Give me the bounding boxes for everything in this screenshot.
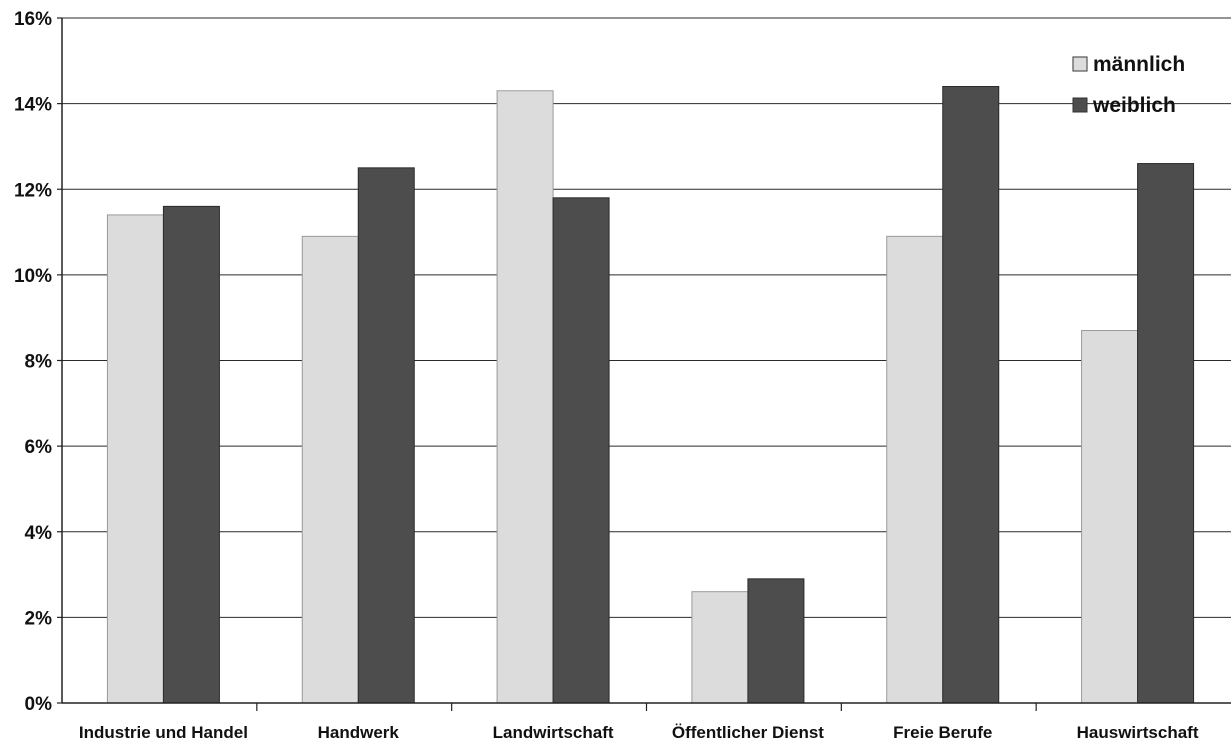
bar-weiblich [357,167,415,704]
bar-weiblich [552,197,610,704]
y-tick-label: 14% [14,95,52,116]
bar-weiblich [162,205,220,704]
y-tick-labels: 0% 2% 4% 6% 8% 10% 12% 14% 16% [14,9,62,715]
legend-swatch-weiblich [1072,97,1088,113]
y-tick-label: 0% [25,694,53,715]
bar-weiblich [942,86,1000,704]
y-tick-label: 10% [14,266,52,287]
y-tick-label: 16% [14,9,52,30]
y-tick-label: 8% [25,352,53,373]
bar-weiblich [1137,163,1195,704]
category-label: Freie Berufe [893,723,992,742]
legend-label-weiblich: weiblich [1092,94,1176,117]
bar-maennlich [691,591,749,704]
y-tick-label: 6% [25,437,53,458]
category-label: Industrie und Handel [79,723,248,742]
legend: männlich weiblich [1072,53,1185,117]
gridlines [62,17,1231,618]
bar-maennlich [496,90,554,704]
category-label: Handwerk [318,723,400,742]
category-label: Landwirtschaft [493,723,614,742]
y-tick-label: 4% [25,523,53,544]
legend-swatch-maennlich [1072,56,1088,72]
category-label: Hauswirtschaft [1077,723,1199,742]
category-labels: Industrie und Handel Handwerk Landwirtscha… [79,703,1199,742]
bars [106,86,1195,704]
legend-label-maennlich: männlich [1093,53,1185,76]
bar-maennlich [106,214,164,704]
y-tick-label: 12% [14,180,52,201]
y-tick-label: 2% [25,608,53,629]
bar-weiblich [747,578,805,704]
bar-maennlich [301,235,359,704]
bar-maennlich [886,235,944,704]
category-label: Öffentlicher Dienst [672,723,824,742]
bar-maennlich [1081,330,1139,704]
